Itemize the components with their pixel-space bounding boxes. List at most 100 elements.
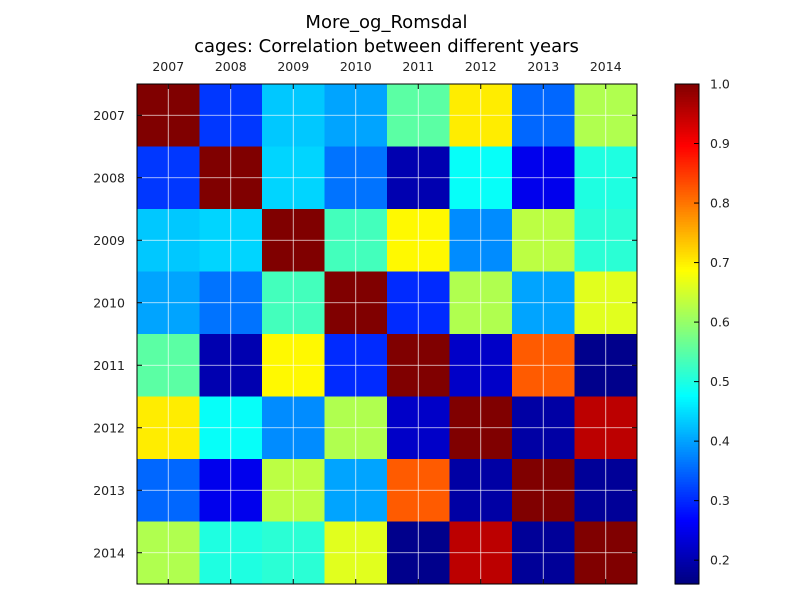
colorbar-gradient-segment (675, 224, 699, 228)
colorbar-gradient-segment (675, 564, 699, 568)
x-tick-label: 2014 (590, 59, 622, 74)
colorbar-gradient-segment (675, 229, 699, 233)
colorbar-gradient-segment (675, 286, 699, 290)
colorbar-gradient-segment (675, 516, 699, 520)
colorbar-gradient-segment (675, 474, 699, 478)
colorbar-gradient-segment (675, 126, 699, 130)
colorbar-gradient-segment (675, 491, 699, 495)
colorbar-gradient-segment (675, 356, 699, 360)
colorbar-gradient-segment (675, 526, 699, 530)
colorbar-tick-label: 0.8 (710, 196, 730, 211)
colorbar-gradient-segment (675, 84, 699, 88)
colorbar-gradient-segment (675, 441, 699, 445)
colorbar-tick-label: 1.0 (710, 77, 730, 92)
colorbar-gradient-segment (675, 226, 699, 230)
colorbar-gradient-segment (675, 276, 699, 280)
colorbar-gradient-segment (675, 416, 699, 420)
colorbar-gradient-segment (675, 469, 699, 473)
colorbar-gradient-segment (675, 556, 699, 560)
plot-area-border (136, 83, 638, 585)
colorbar-gradient-segment (675, 426, 699, 430)
colorbar-gradient-segment (675, 436, 699, 440)
x-tick-label: 2009 (277, 59, 309, 74)
colorbar-gradient-segment (675, 429, 699, 433)
colorbar-gradient-segment (675, 459, 699, 463)
colorbar-gradient-segment (675, 316, 699, 320)
colorbar-gradient-segment (675, 581, 699, 585)
colorbar-gradient-segment (675, 444, 699, 448)
colorbar-gradient-segment (675, 214, 699, 218)
colorbar-gradient-segment (675, 406, 699, 410)
colorbar-gradient-segment (675, 234, 699, 238)
x-tick-label: 2013 (527, 59, 559, 74)
y-tick-label: 2009 (93, 233, 125, 248)
colorbar-gradient-segment (675, 216, 699, 220)
colorbar-gradient-segment (675, 364, 699, 368)
colorbar-gradient-segment (675, 119, 699, 123)
colorbar-gradient-segment (675, 574, 699, 578)
colorbar-gradient-segment (675, 466, 699, 470)
x-axis-ticks: 2007 2008 2009 2010 2011 2012 2013 2014 (152, 59, 622, 584)
colorbar-gradient-segment (675, 179, 699, 183)
colorbar-gradient-segment (675, 109, 699, 113)
colorbar-gradient-segment (675, 554, 699, 558)
colorbar-gradient-segment (675, 544, 699, 548)
colorbar-gradient-segment (675, 531, 699, 535)
x-tick-label: 2010 (340, 59, 372, 74)
colorbar-gradient-segment (675, 189, 699, 193)
colorbar-gradient-segment (675, 456, 699, 460)
colorbar-gradient-segment (675, 114, 699, 118)
colorbar-gradient-segment (675, 231, 699, 235)
x-tick-label: 2008 (215, 59, 247, 74)
grid-lines (137, 84, 637, 584)
colorbar-gradient-segment (675, 394, 699, 398)
colorbar-gradient-segment (675, 381, 699, 385)
colorbar-gradient-segment (675, 419, 699, 423)
colorbar-gradient-segment (675, 239, 699, 243)
colorbar-gradient-segment (675, 414, 699, 418)
colorbar-gradient-segment (675, 201, 699, 205)
colorbar-gradient-segment (675, 319, 699, 323)
colorbar-gradient-segment (675, 404, 699, 408)
colorbar-gradient-segment (675, 324, 699, 328)
y-tick-label: 2014 (93, 545, 125, 560)
colorbar-gradient-segment (675, 551, 699, 555)
colorbar-gradient-segment (675, 536, 699, 540)
colorbar-gradient-segment (675, 184, 699, 188)
colorbar-gradient-segment (675, 529, 699, 533)
colorbar-gradient-segment (675, 449, 699, 453)
y-tick-label: 2013 (93, 483, 125, 498)
heatmap-cells (137, 84, 638, 585)
colorbar-gradient-segment (675, 311, 699, 315)
colorbar-gradient-segment (675, 131, 699, 135)
colorbar-gradient-segment (675, 321, 699, 325)
colorbar-gradient-segment (675, 446, 699, 450)
colorbar-gradient-segment (675, 174, 699, 178)
colorbar-gradient-segment (675, 304, 699, 308)
colorbar-gradient-segment (675, 461, 699, 465)
colorbar-gradient-segment (675, 259, 699, 263)
colorbar-gradient-segment (675, 326, 699, 330)
colorbar-tick-label: 0.6 (710, 315, 730, 330)
colorbar-gradient-segment (675, 156, 699, 160)
colorbar-gradient-segment (675, 344, 699, 348)
colorbar-gradient-segment (675, 434, 699, 438)
colorbar-gradient-segment (675, 499, 699, 503)
colorbar-gradient-segment (675, 546, 699, 550)
y-tick-label: 2011 (93, 358, 125, 373)
colorbar-gradient-segment (675, 339, 699, 343)
colorbar-gradient-segment (675, 136, 699, 140)
y-tick-label: 2010 (93, 295, 125, 310)
colorbar-gradient-segment (675, 141, 699, 145)
colorbar-gradient-segment (675, 116, 699, 120)
colorbar-gradient-segment (675, 204, 699, 208)
colorbar-gradient-segment (675, 541, 699, 545)
chart-subtitle: cages: Correlation between different yea… (194, 36, 579, 57)
colorbar-gradient-segment (675, 411, 699, 415)
colorbar-gradient-segment (675, 129, 699, 133)
colorbar-gradient-segment (675, 244, 699, 248)
colorbar-gradient-segment (675, 221, 699, 225)
colorbar-gradient-segment (675, 89, 699, 93)
colorbar-gradient-segment (675, 399, 699, 403)
